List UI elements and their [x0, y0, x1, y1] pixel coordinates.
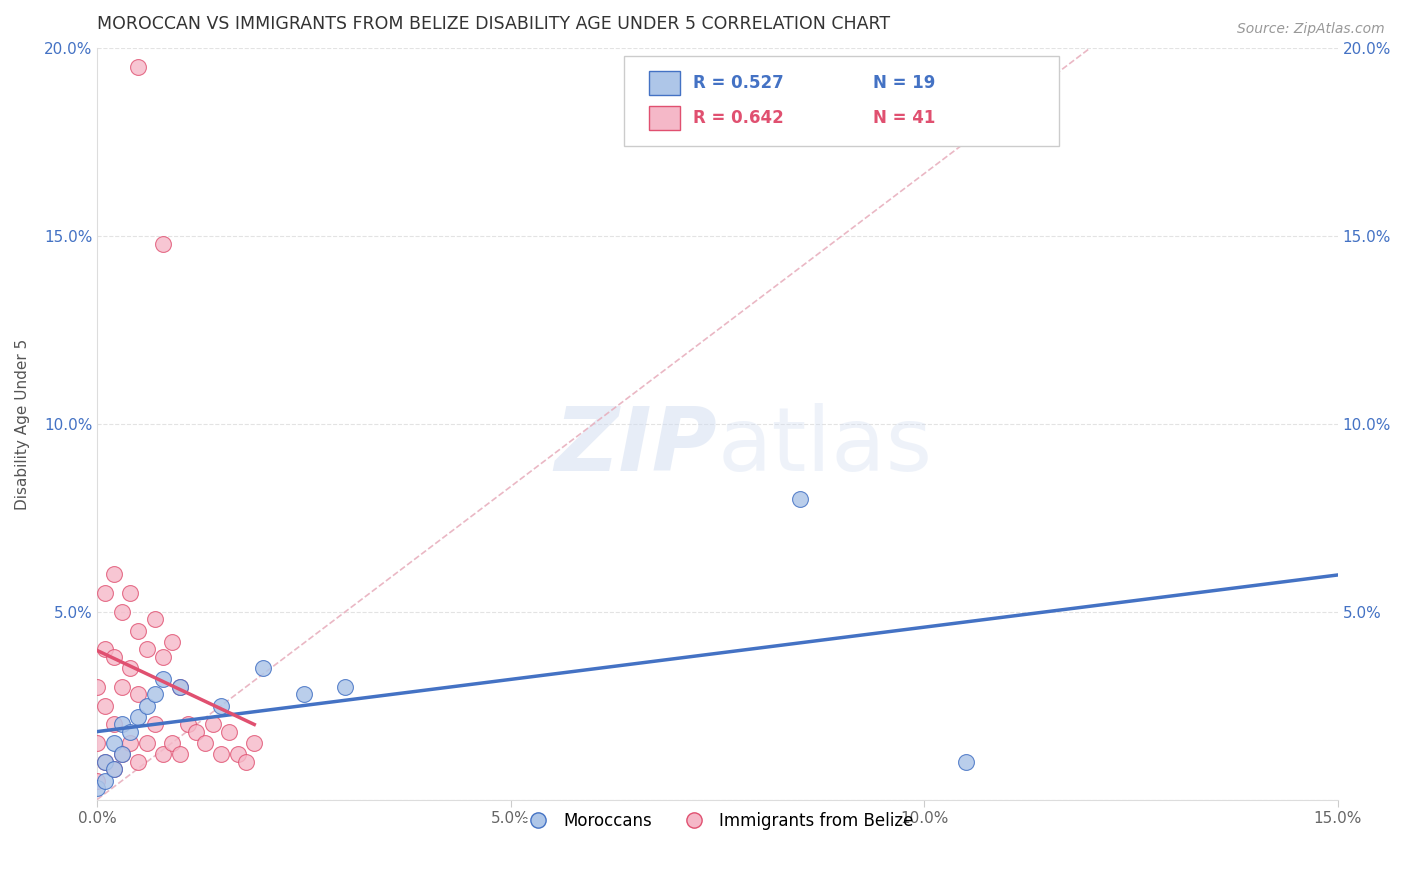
Point — [209, 698, 232, 713]
Point — [252, 661, 274, 675]
Text: N = 41: N = 41 — [873, 109, 935, 127]
Point — [111, 747, 134, 762]
Point — [335, 680, 357, 694]
Point — [111, 717, 134, 731]
Point — [127, 755, 149, 769]
Point — [94, 586, 117, 600]
Point — [127, 60, 149, 74]
Point — [94, 698, 117, 713]
Point — [127, 710, 149, 724]
Point — [152, 649, 174, 664]
Y-axis label: Disability Age Under 5: Disability Age Under 5 — [15, 338, 30, 509]
Point — [127, 624, 149, 638]
Point — [177, 717, 200, 731]
Point — [169, 680, 191, 694]
Point — [94, 755, 117, 769]
Point — [103, 717, 125, 731]
Point — [235, 755, 257, 769]
Point — [243, 736, 266, 750]
Text: R = 0.527: R = 0.527 — [693, 74, 783, 92]
FancyBboxPatch shape — [624, 56, 1059, 146]
Point — [292, 687, 315, 701]
Text: N = 19: N = 19 — [873, 74, 935, 92]
Point — [955, 755, 977, 769]
Point — [160, 736, 183, 750]
Point — [127, 687, 149, 701]
Text: ZIP: ZIP — [555, 403, 717, 490]
Point — [86, 680, 108, 694]
Point — [103, 763, 125, 777]
Point — [111, 605, 134, 619]
Point — [218, 725, 240, 739]
Point — [152, 673, 174, 687]
Point — [94, 755, 117, 769]
Point — [120, 586, 142, 600]
Point — [86, 736, 108, 750]
Point — [169, 680, 191, 694]
Point — [152, 236, 174, 251]
Point — [135, 736, 157, 750]
Text: MOROCCAN VS IMMIGRANTS FROM BELIZE DISABILITY AGE UNDER 5 CORRELATION CHART: MOROCCAN VS IMMIGRANTS FROM BELIZE DISAB… — [97, 15, 890, 33]
Point — [169, 747, 191, 762]
Text: R = 0.642: R = 0.642 — [693, 109, 783, 127]
Point — [194, 736, 217, 750]
Legend: Moroccans, Immigrants from Belize: Moroccans, Immigrants from Belize — [515, 805, 920, 837]
Point — [120, 725, 142, 739]
Point — [111, 747, 134, 762]
Point — [94, 773, 117, 788]
Point — [209, 747, 232, 762]
Point — [86, 781, 108, 796]
Point — [103, 649, 125, 664]
Point — [103, 736, 125, 750]
Point — [143, 717, 166, 731]
Point — [201, 717, 224, 731]
Point — [226, 747, 249, 762]
Point — [103, 567, 125, 582]
FancyBboxPatch shape — [650, 71, 681, 95]
Point — [120, 661, 142, 675]
Point — [135, 698, 157, 713]
Point — [152, 747, 174, 762]
Point — [103, 763, 125, 777]
Point — [789, 492, 811, 507]
Point — [160, 635, 183, 649]
Point — [94, 642, 117, 657]
Point — [143, 687, 166, 701]
Point — [86, 773, 108, 788]
Text: Source: ZipAtlas.com: Source: ZipAtlas.com — [1237, 22, 1385, 37]
Point — [143, 612, 166, 626]
FancyBboxPatch shape — [650, 105, 681, 129]
Point — [111, 680, 134, 694]
Point — [186, 725, 208, 739]
Text: atlas: atlas — [717, 403, 932, 490]
Point — [135, 642, 157, 657]
Point — [120, 736, 142, 750]
